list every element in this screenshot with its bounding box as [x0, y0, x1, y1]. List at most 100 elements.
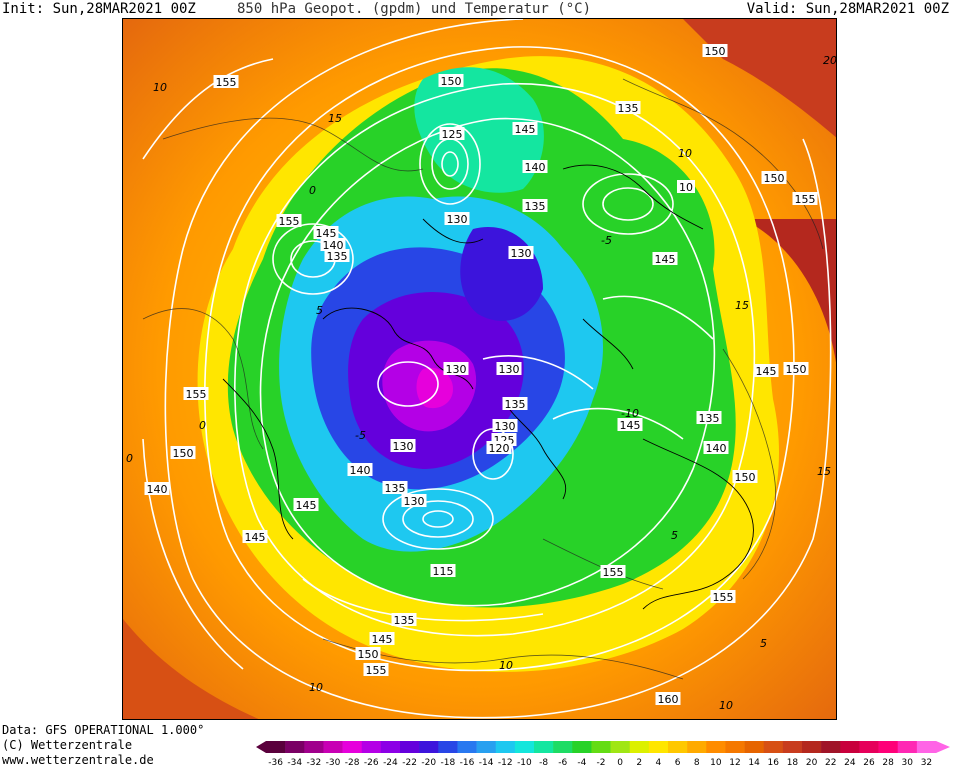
init-time: Init: Sun,28MAR2021 00Z: [2, 1, 196, 17]
svg-text:140: 140: [350, 464, 371, 477]
colorbar-swatch: [342, 741, 363, 753]
contour-label: 155: [363, 663, 389, 677]
website-link[interactable]: www.wetterzentrale.de: [2, 753, 154, 767]
colorbar-tick-label: 20: [806, 758, 818, 768]
svg-text:125: 125: [442, 128, 463, 141]
contour-label: 135: [391, 613, 417, 627]
contour-label: 140: [522, 160, 548, 174]
contour-label: 130: [444, 212, 470, 226]
colorbar-swatch: [725, 741, 745, 753]
colorbar-tick-label: -8: [539, 758, 548, 768]
svg-text:150: 150: [441, 75, 462, 88]
colorbar-swatch: [821, 741, 841, 753]
colorbar-tick-label: 18: [787, 758, 799, 768]
colorbar-swatch: [495, 741, 516, 753]
contour-label: 150: [761, 171, 787, 185]
temperature-label: 10: [719, 699, 733, 712]
contour-label: 150: [355, 647, 381, 661]
colorbar-swatch: [878, 741, 899, 753]
contour-label: 135: [522, 199, 548, 213]
svg-text:130: 130: [511, 247, 532, 260]
colorbar-tick-label: 28: [882, 758, 894, 768]
contour-label: 120: [486, 441, 512, 455]
contour-label: 150: [170, 446, 196, 460]
contour-label: 150: [702, 44, 728, 58]
temperature-label: 5: [671, 529, 678, 542]
colorbar-swatch: [744, 741, 765, 753]
magenta-core: [416, 367, 453, 409]
colorbar-swatch: [457, 741, 477, 753]
colorbar-swatch: [629, 741, 650, 753]
temperature-label: 15: [735, 299, 749, 312]
colorbar-swatch: [840, 741, 860, 753]
svg-text:155: 155: [366, 664, 387, 677]
colorbar-swatch: [534, 741, 554, 753]
svg-text:155: 155: [279, 215, 300, 228]
contour-label: 155: [213, 75, 239, 89]
colorbar-swatch: [514, 741, 535, 753]
colorbar-tick-label: 2: [636, 758, 642, 768]
colorbar-tick-label: -22: [402, 758, 417, 768]
temperature-map: 10 15 10 5 0 -5 -10 -5 0 5 10 15 20 0 5 10 15 10 155 150 15…: [123, 19, 836, 719]
svg-text:135: 135: [327, 250, 348, 263]
map-title: 850 hPa Geopot. (gpdm) und Temperatur (°…: [237, 1, 592, 17]
colorbar-swatch: [859, 741, 879, 753]
svg-text:155: 155: [713, 591, 734, 604]
colorbar-tick-label: -30: [326, 758, 341, 768]
colorbar-tick-label: 8: [694, 758, 700, 768]
temperature-label: 15: [817, 465, 831, 478]
colorbar-swatch: [706, 741, 726, 753]
colorbar-tick-label: -4: [577, 758, 586, 768]
svg-text:130: 130: [446, 363, 467, 376]
svg-text:160: 160: [658, 693, 679, 706]
temperature-label: -10: [621, 407, 639, 420]
svg-text:120: 120: [489, 442, 510, 455]
colorbar-tick-label: -32: [307, 758, 322, 768]
svg-text:150: 150: [173, 447, 194, 460]
temperature-label: 10: [678, 147, 692, 160]
svg-text:155: 155: [216, 76, 237, 89]
contour-label: 155: [710, 590, 736, 604]
contour-label: 145: [369, 632, 395, 646]
contour-label: 115: [430, 564, 456, 578]
contour-label: 155: [276, 214, 302, 228]
colorbar-tick-label: 4: [656, 758, 662, 768]
colorbar-swatch: [687, 741, 707, 753]
svg-text:135: 135: [699, 412, 720, 425]
temperature-label: -5: [601, 234, 612, 247]
svg-text:145: 145: [245, 531, 266, 544]
svg-text:150: 150: [705, 45, 726, 58]
contour-label: 130: [508, 246, 534, 260]
copyright: (C) Wetterzentrale: [2, 738, 133, 752]
contour-label: 135: [696, 411, 722, 425]
colorbar-tick-label: -36: [268, 758, 283, 768]
svg-text:150: 150: [786, 363, 807, 376]
contour-label: 145: [617, 418, 643, 432]
colorbar-tick-label: -16: [460, 758, 475, 768]
colorbar-tick-label: -14: [479, 758, 494, 768]
colorbar-tick-label: 10: [710, 758, 722, 768]
colorbar-swatch: [304, 741, 324, 753]
svg-text:145: 145: [296, 499, 317, 512]
colorbar-swatch: [380, 741, 401, 753]
svg-text:155: 155: [795, 193, 816, 206]
colorbar-swatch: [476, 741, 497, 753]
map-panel: 10 15 10 5 0 -5 -10 -5 0 5 10 15 20 0 5 10 15 10 155 150 15…: [122, 18, 837, 720]
svg-text:145: 145: [316, 227, 337, 240]
contour-label: 140: [347, 463, 373, 477]
contour-label: 160: [655, 692, 681, 706]
contour-label: 140: [320, 238, 346, 252]
colorbar-swatch: [782, 741, 803, 753]
colorbar-swatch: [266, 741, 286, 753]
colorbar-swatch: [419, 741, 439, 753]
svg-text:145: 145: [655, 253, 676, 266]
colorbar-swatch: [763, 741, 784, 753]
colorbar-swatch: [438, 741, 458, 753]
svg-text:140: 140: [706, 442, 727, 455]
contour-label: 145: [313, 226, 339, 240]
svg-text:130: 130: [495, 420, 516, 433]
colorbar-swatch: [802, 741, 822, 753]
geopotential-contours: [142, 19, 832, 719]
colorbar-tick-label: -6: [558, 758, 567, 768]
colorbar-tick-label: 26: [863, 758, 875, 768]
